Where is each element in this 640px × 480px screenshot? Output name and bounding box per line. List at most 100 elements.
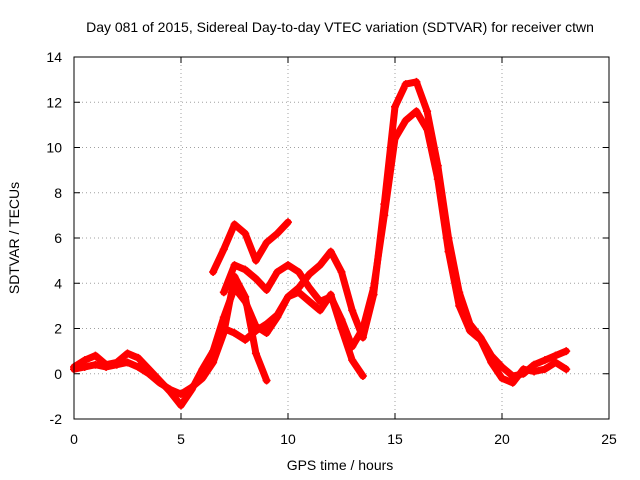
data-point [251, 274, 260, 283]
x-tick-label: 5 [177, 431, 185, 447]
data-point [412, 107, 421, 116]
x-tick-labels: 0 5 10 15 20 25 [70, 431, 617, 447]
y-tick-label: 14 [46, 49, 62, 65]
data-point [380, 211, 389, 220]
x-tick-label: 15 [387, 431, 403, 447]
data-point [369, 283, 378, 292]
data-point [508, 378, 517, 387]
data-point [337, 267, 346, 276]
series-line [220, 288, 367, 380]
data-point [476, 335, 485, 344]
data-point [423, 107, 432, 116]
data-point [144, 369, 153, 378]
x-tick-label: 25 [601, 431, 617, 447]
data-point [112, 360, 121, 369]
data-point [401, 116, 410, 125]
data-point [166, 385, 175, 394]
x-tick-label: 10 [280, 431, 296, 447]
data-point [155, 378, 164, 387]
series-line [220, 107, 570, 387]
data-point [262, 286, 271, 295]
data-point [241, 265, 250, 274]
data-point [530, 367, 539, 376]
data-point [251, 326, 260, 335]
data-point [102, 362, 111, 371]
data-point [530, 360, 539, 369]
data-point [80, 356, 89, 365]
data-point [412, 77, 421, 86]
plot-frame [73, 56, 610, 420]
data-point [551, 358, 560, 367]
data-point [273, 229, 282, 238]
data-point [91, 351, 100, 360]
data-point [198, 374, 207, 383]
data-point [326, 247, 335, 256]
y-tick-label: 10 [46, 140, 62, 156]
data-point [551, 351, 560, 360]
y-tick-label: -2 [50, 411, 63, 427]
data-point [305, 297, 314, 306]
data-point [498, 362, 506, 371]
data-point [562, 365, 571, 374]
data-point [284, 261, 292, 270]
data-point [540, 365, 549, 374]
series-track-c [209, 218, 292, 276]
data-point [348, 306, 357, 315]
series-line [209, 218, 292, 276]
data-point [562, 347, 571, 356]
data-point [519, 365, 528, 374]
data-point [391, 102, 399, 111]
data-point [498, 374, 506, 383]
data-point [219, 288, 228, 297]
data-point [348, 356, 357, 365]
data-point [358, 372, 367, 381]
data-point [316, 261, 325, 270]
data-series [70, 77, 571, 410]
data-point [273, 267, 282, 276]
data-point [433, 175, 442, 184]
data-point [262, 376, 271, 385]
data-point [241, 229, 250, 238]
data-point [230, 329, 239, 338]
y-tick-label: 6 [54, 230, 62, 246]
data-point [444, 247, 453, 256]
data-point [230, 220, 239, 229]
data-point [487, 358, 496, 367]
data-point [219, 324, 228, 333]
data-point [294, 267, 303, 276]
data-point [262, 319, 271, 328]
data-point [219, 245, 228, 254]
data-point [465, 326, 474, 335]
series-track-e [219, 288, 367, 381]
y-axis-title: SDTVAR / TECUs [6, 182, 22, 294]
y-tick-label: 12 [46, 94, 62, 110]
series-track-b [70, 272, 271, 399]
data-point [134, 353, 143, 362]
data-point [177, 401, 185, 410]
data-point [262, 329, 271, 338]
data-point [305, 270, 314, 279]
data-point [230, 261, 239, 270]
data-point [251, 349, 260, 358]
data-point [423, 125, 432, 134]
data-point [326, 290, 335, 299]
y-tick-label: 8 [54, 185, 62, 201]
data-point [540, 356, 549, 365]
data-point [241, 335, 250, 344]
data-point [134, 362, 143, 371]
y-tick-label: 0 [54, 366, 62, 382]
data-point [294, 288, 303, 297]
data-point [358, 324, 367, 333]
series-track-a [70, 77, 571, 410]
chart-title: Day 081 of 2015, Sidereal Day-to-day VTE… [86, 19, 594, 35]
data-point [209, 267, 218, 276]
series-track-d [219, 107, 571, 387]
x-tick-label: 0 [70, 431, 78, 447]
data-point [284, 292, 292, 301]
data-point [284, 218, 292, 227]
data-point [177, 390, 185, 399]
x-tick-label: 20 [494, 431, 510, 447]
data-point [80, 362, 89, 371]
data-point [251, 256, 260, 265]
